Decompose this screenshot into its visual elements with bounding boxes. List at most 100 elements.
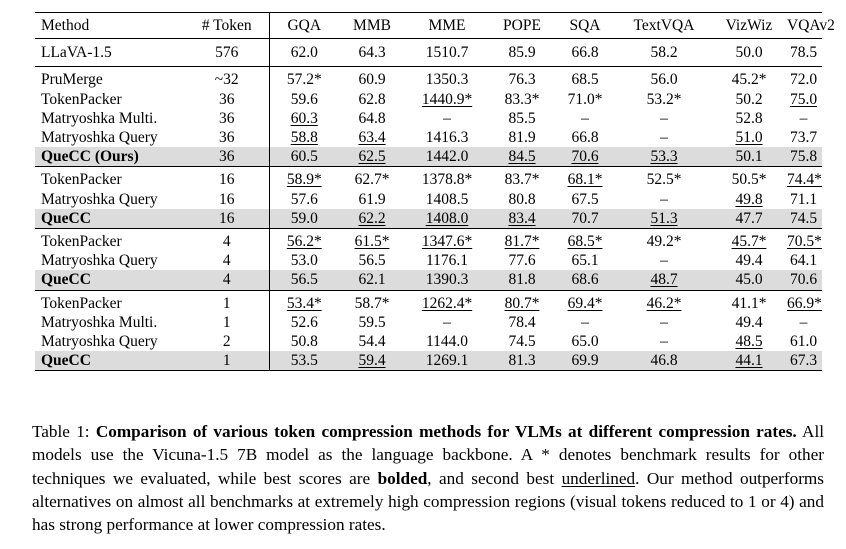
- score-cell: 75.0: [789, 90, 818, 108]
- score-cell: 83.3*: [504, 90, 540, 108]
- score-cell: 62.8: [358, 90, 386, 108]
- score-cell: 51.0: [735, 129, 763, 147]
- score-cell: 77.6: [508, 252, 536, 270]
- score-cell: 81.3: [489, 351, 555, 372]
- score-cell: 70.6: [555, 147, 615, 167]
- score-cell: 53.4*: [269, 289, 339, 313]
- token-count: ~32: [185, 66, 270, 90]
- score-cell: 45.2*: [713, 66, 785, 90]
- score-cell: 46.8: [615, 351, 713, 372]
- baseline-value: 1510.7: [405, 38, 489, 67]
- score-cell: 1408.5: [425, 190, 469, 208]
- table-caption: Table 1: Comparison of various token com…: [32, 420, 824, 536]
- score-cell: 64.8: [358, 109, 386, 127]
- score-cell: 59.6: [290, 90, 318, 108]
- score-cell: 68.1*: [555, 166, 615, 190]
- score-cell: 70.5*: [785, 228, 822, 252]
- score-cell: 60.9: [339, 66, 405, 90]
- column-header-gqa: GQA: [269, 11, 339, 39]
- column-header-textvqa: TextVQA: [615, 11, 713, 39]
- score-cell: 83.4: [489, 208, 555, 229]
- score-cell: 65.0: [571, 333, 599, 351]
- score-cell: 1442.0: [405, 147, 489, 167]
- token-count: 16: [185, 166, 270, 190]
- score-cell: 49.2*: [615, 228, 713, 252]
- score-cell: –: [660, 333, 668, 351]
- table-row: TokenPacker 36 59.6 62.8 1440.9* 83.3* 71.0* 53…: [35, 89, 822, 109]
- score-cell: 1408.0: [405, 208, 489, 229]
- score-cell: 73.7: [789, 129, 818, 147]
- column-header-tokens: # Token: [185, 11, 270, 39]
- score-cell: 70.6: [785, 270, 822, 291]
- score-cell: 56.0: [615, 66, 713, 90]
- score-cell: 54.4: [358, 333, 386, 351]
- score-cell: –: [660, 109, 668, 127]
- score-cell: 59.4: [339, 351, 405, 372]
- column-header-pope: POPE: [489, 11, 555, 39]
- score-cell: 71.0*: [567, 90, 603, 108]
- token-count: 36: [185, 128, 270, 148]
- table-row: Matryoshka Query 4 53.0 56.5 1176.1 77.6 65.1 –…: [35, 251, 822, 271]
- score-cell: 62.7*: [339, 166, 405, 190]
- score-cell: 65.1: [571, 252, 599, 270]
- score-cell: 66.8: [571, 129, 599, 147]
- score-cell: 50.1: [713, 147, 785, 167]
- method-name: Matryoshka Query: [41, 252, 158, 270]
- baseline-tokens: 576: [185, 38, 270, 67]
- token-count: 4: [185, 270, 270, 291]
- token-count: 1: [185, 312, 270, 333]
- score-cell: 69.4*: [555, 289, 615, 313]
- method-name: TokenPacker: [35, 228, 185, 252]
- column-header-method: Method: [35, 11, 185, 39]
- column-header-mme: MME: [405, 11, 489, 39]
- score-cell: 68.6: [555, 270, 615, 291]
- score-cell: 53.0: [290, 252, 318, 270]
- score-cell: –: [581, 313, 589, 331]
- method-name: QueCC: [35, 270, 185, 291]
- score-cell: 57.6: [290, 190, 318, 208]
- score-cell: 71.1: [789, 190, 818, 208]
- score-cell: 52.6: [290, 313, 318, 331]
- score-cell: 48.7: [615, 270, 713, 291]
- table-row-ours: QueCC 16 59.0 62.2 1408.0 83.4 70.7 51.3 47.7 74.…: [35, 208, 822, 229]
- score-cell: 58.9*: [269, 166, 339, 190]
- score-cell: –: [799, 109, 808, 127]
- score-cell: 80.8: [508, 190, 536, 208]
- score-cell: 53.3: [615, 147, 713, 167]
- baseline-value: 50.0: [713, 38, 785, 67]
- score-cell: –: [799, 313, 808, 331]
- score-cell: 60.5: [269, 147, 339, 167]
- score-cell: 45.0: [713, 270, 785, 291]
- score-cell: 74.5: [785, 208, 822, 229]
- token-count: 1: [185, 351, 270, 372]
- method-name: Matryoshka Query: [41, 333, 158, 351]
- score-cell: 48.5: [735, 333, 763, 351]
- score-cell: 1440.9*: [421, 90, 473, 108]
- score-cell: 62.5: [339, 147, 405, 167]
- score-cell: 85.5: [508, 109, 536, 127]
- token-count: 4: [185, 251, 270, 271]
- score-cell: –: [660, 313, 668, 331]
- token-count: 36: [185, 108, 270, 129]
- method-name: QueCC (Ours): [35, 147, 185, 167]
- score-cell: 50.8: [290, 333, 318, 351]
- method-name: TokenPacker: [35, 289, 185, 313]
- results-table: Method # Token GQA MMB MME POPE SQA Text…: [35, 11, 835, 372]
- score-cell: 49.8: [735, 190, 763, 208]
- method-name: Matryoshka Query: [41, 190, 158, 208]
- method-name: QueCC: [35, 208, 185, 229]
- score-cell: 74.5: [508, 333, 536, 351]
- score-cell: 44.1: [713, 351, 785, 372]
- token-count: 2: [185, 332, 270, 352]
- score-cell: 56.2*: [269, 228, 339, 252]
- score-cell: 59.0: [269, 208, 339, 229]
- score-cell: 56.5: [269, 270, 339, 291]
- method-name: Matryoshka Multi.: [41, 109, 158, 127]
- column-header-mmb: MMB: [339, 11, 405, 39]
- score-cell: –: [660, 190, 668, 208]
- score-cell: 58.8: [290, 129, 318, 147]
- score-cell: 57.2*: [269, 66, 339, 90]
- results-table-container: Method # Token GQA MMB MME POPE SQA Text…: [35, 11, 835, 372]
- score-cell: 41.1*: [713, 289, 785, 313]
- score-cell: 1347.6*: [405, 228, 489, 252]
